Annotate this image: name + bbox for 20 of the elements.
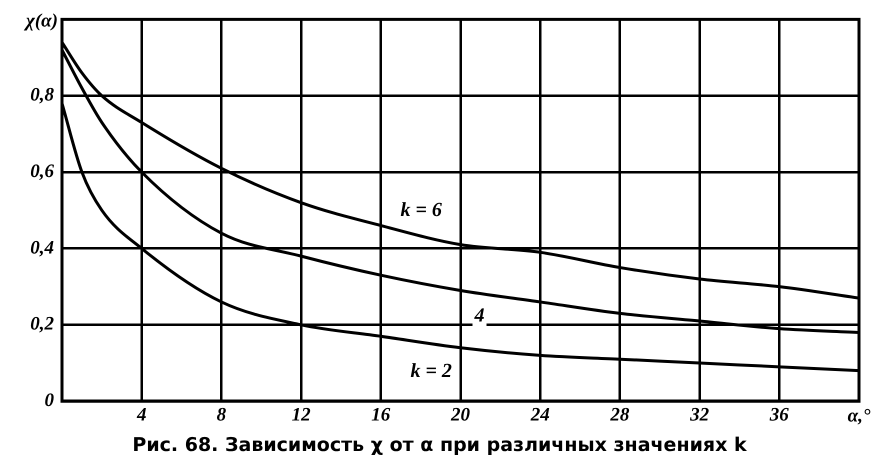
y-tick-label: 0,4 <box>30 237 54 258</box>
x-tick-label: 28 <box>609 404 630 426</box>
y-axis-title: χ(α) <box>23 10 58 32</box>
y-tick-label: 0,8 <box>30 84 54 106</box>
y-tick-label: 0,6 <box>30 161 54 182</box>
series-label: k = 2 <box>410 360 452 382</box>
y-tick-label: 0,2 <box>30 314 54 335</box>
text: Рис. 68. Зависимость χ от α при различных значениях k <box>131 434 748 456</box>
x-tick-label: 12 <box>292 404 312 426</box>
x-tick-label: 32 <box>689 404 710 426</box>
y-tick-label: 0 <box>44 390 54 412</box>
series-label: k = 6 <box>400 198 442 221</box>
x-axis-title: α,° <box>848 406 871 427</box>
x-tick-label: 8 <box>216 404 227 426</box>
x-tick-label: 24 <box>530 404 550 426</box>
series-label: 4 <box>474 304 484 327</box>
x-tick-label: 20 <box>450 404 470 426</box>
x-tick-label: 36 <box>768 404 790 426</box>
x-tick-label: 16 <box>371 404 391 426</box>
x-tick-label: 4 <box>136 404 146 426</box>
